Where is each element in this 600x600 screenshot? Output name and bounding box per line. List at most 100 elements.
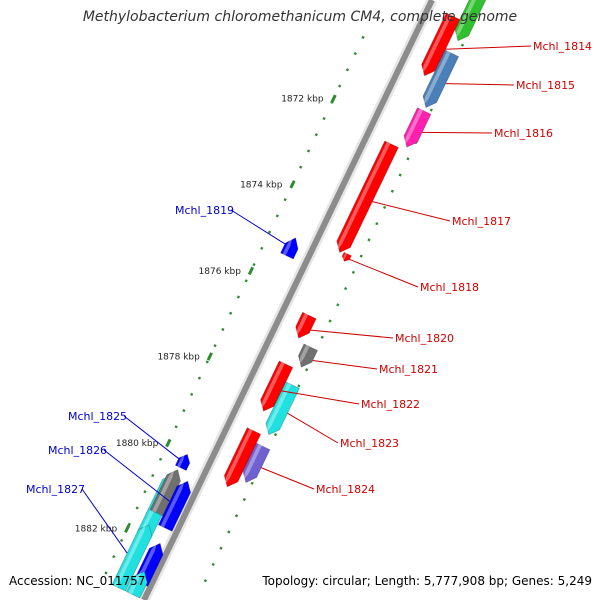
gene-label[interactable]: Mchl_1816: [494, 127, 553, 140]
tick-dot: [306, 149, 311, 153]
scale-label: 1872 kbp: [281, 95, 324, 105]
leader-line: [123, 415, 179, 459]
gene-feature-arrow[interactable]: [297, 343, 319, 368]
gene-label[interactable]: Mchl_1827: [26, 483, 85, 496]
gene-feature-arrow-highlight: [224, 428, 253, 486]
gene-feature-arrow[interactable]: [223, 427, 262, 488]
gene-feature-arrow[interactable]: [157, 480, 192, 532]
scale-tick-mark: [289, 180, 296, 189]
tick-dot: [229, 311, 233, 315]
gene-label[interactable]: Mchl_1814: [533, 40, 592, 53]
gene-label[interactable]: Mchl_1817: [452, 215, 511, 228]
gene-label[interactable]: Mchl_1825: [68, 410, 127, 423]
gene-label[interactable]: Mchl_1823: [340, 437, 399, 450]
gene-feature-arrow-highlight: [403, 108, 423, 146]
gene-label[interactable]: Mchl_1824: [316, 483, 375, 496]
scale-tick-mark: [206, 352, 213, 361]
tick-dot: [429, 108, 433, 112]
gene-feature-arrow[interactable]: [421, 12, 461, 77]
gene-feature-arrow-highlight: [152, 468, 175, 513]
gene-feature-arrow[interactable]: [174, 453, 191, 472]
tick-dot: [236, 295, 241, 299]
scale-tick-mark: [165, 438, 172, 448]
gene-label[interactable]: Mchl_1815: [516, 79, 575, 92]
gene-label[interactable]: Mchl_1820: [395, 332, 454, 345]
tick-dot: [119, 538, 124, 543]
tick-dot: [305, 368, 309, 372]
tick-dot: [390, 189, 394, 193]
tick-dot: [351, 270, 356, 274]
gene-features: [111, 0, 487, 599]
tick-dot: [112, 555, 116, 559]
tick-dot: [375, 222, 379, 226]
leader-line: [310, 329, 394, 339]
tick-dot: [328, 319, 332, 323]
tick-dot: [211, 562, 215, 567]
tick-dot: [406, 157, 410, 161]
scale-tick-mark: [247, 266, 255, 276]
tick-dot: [344, 286, 348, 291]
gene-label[interactable]: Mchl_1821: [379, 363, 438, 376]
tick-dot: [250, 481, 254, 485]
gene-feature-arrow-highlight: [265, 382, 292, 434]
tick-dot: [244, 279, 248, 283]
gene-label[interactable]: Mchl_1822: [361, 398, 420, 411]
backbone-line: [141, 0, 435, 600]
gene-feature-arrow[interactable]: [260, 360, 294, 412]
gene-feature-arrow[interactable]: [336, 140, 399, 253]
leader-line: [445, 83, 515, 86]
gene-feature-arrow-highlight: [136, 542, 158, 583]
tick-dot: [273, 433, 278, 437]
tick-dot: [221, 327, 225, 332]
tick-dot: [242, 497, 246, 502]
gene-feature-arrow-highlight: [298, 345, 310, 366]
tick-dot: [227, 530, 231, 534]
tick-dot: [460, 43, 465, 47]
gene-feature-arrow[interactable]: [265, 381, 300, 436]
gene-feature-arrow-highlight: [295, 313, 309, 337]
gene-feature-arrow[interactable]: [149, 469, 181, 517]
scale-tick-mark: [330, 94, 337, 103]
tick-dot: [135, 506, 139, 510]
gene-feature-arrow[interactable]: [111, 524, 153, 592]
tick-dot: [104, 571, 108, 575]
gene-feature-arrow[interactable]: [341, 251, 352, 262]
gene-feature-arrow-highlight: [282, 236, 293, 256]
scale-label: 1882 kbp: [75, 525, 118, 535]
tick-dot: [260, 246, 264, 250]
tick-dot: [203, 579, 208, 583]
gene-label[interactable]: Mchl_1819: [175, 204, 234, 217]
scale-label: 1878 kbp: [157, 353, 200, 363]
tick-dot: [338, 84, 342, 88]
gene-label[interactable]: Mchl_1818: [420, 281, 479, 294]
tick-dot: [174, 425, 178, 429]
gene-feature-arrow-highlight: [422, 51, 451, 107]
scale-label: 1876 kbp: [199, 267, 242, 277]
topology-text: Topology: circular; Length: 5,777,908 bp…: [262, 574, 592, 588]
gene-feature-arrow[interactable]: [422, 49, 460, 109]
leader-line: [349, 258, 419, 288]
tick-dot: [151, 473, 155, 478]
leader-line: [230, 209, 286, 245]
leader-line: [81, 488, 128, 554]
gene-label[interactable]: Mchl_1826: [48, 444, 107, 457]
genome-backbone: [139, 0, 437, 600]
tick-dot: [336, 303, 340, 307]
leader-line: [281, 390, 360, 405]
tick-dot: [359, 254, 363, 258]
tick-dot: [267, 230, 272, 234]
scale-label: 1880 kbp: [116, 439, 159, 449]
gene-feature-arrow[interactable]: [280, 237, 299, 260]
gene-feature-arrow[interactable]: [403, 107, 432, 148]
tick-dot: [219, 546, 223, 550]
tick-dot: [182, 409, 186, 413]
tick-dot: [283, 198, 287, 202]
gene-feature-arrow-highlight: [454, 0, 476, 40]
gene-feature-arrow[interactable]: [242, 442, 271, 484]
tick-dot: [234, 514, 239, 518]
gene-feature-arrow[interactable]: [125, 570, 148, 599]
gene-feature-arrow-highlight: [421, 14, 452, 75]
gene-feature-arrow[interactable]: [295, 311, 317, 339]
scale-tick-mark: [124, 524, 131, 533]
tick-dot: [297, 384, 301, 388]
